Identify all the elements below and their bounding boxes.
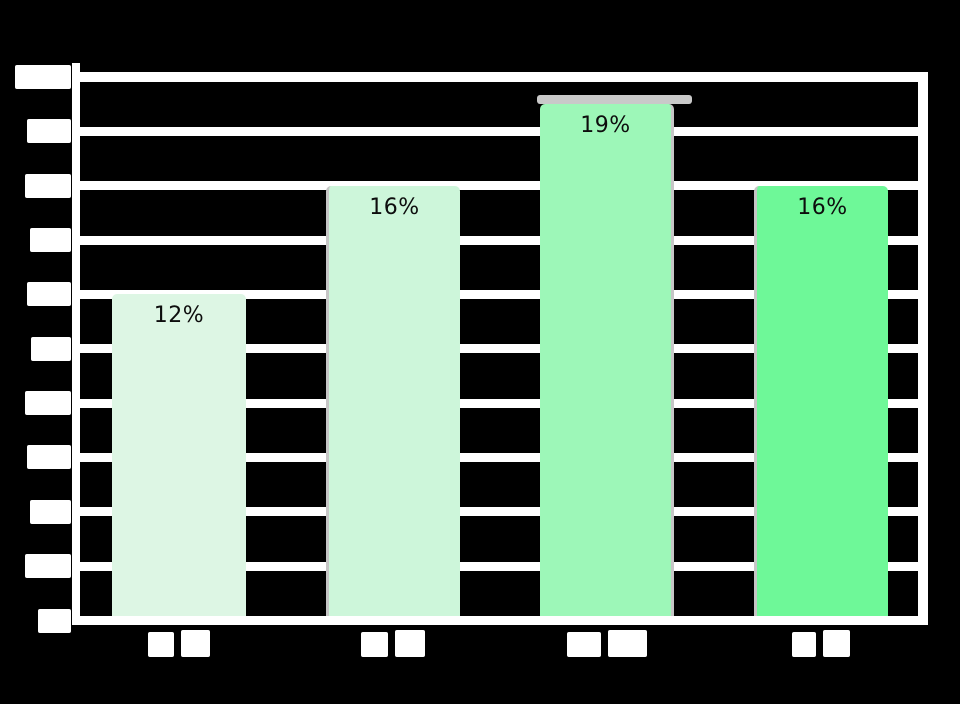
y-tick-label-redacted xyxy=(25,554,71,579)
gridline xyxy=(80,181,918,191)
gridline xyxy=(80,561,918,571)
x-tick-label-redacted xyxy=(181,630,210,657)
gridline xyxy=(80,289,918,299)
y-axis-line xyxy=(72,63,80,625)
x-tick-label-redacted xyxy=(567,632,601,657)
bar: 16% xyxy=(326,185,460,621)
y-tick-label-redacted xyxy=(27,282,71,307)
x-tick-label-redacted xyxy=(608,630,647,657)
gridline xyxy=(80,398,918,408)
y-tick-label-redacted xyxy=(27,119,71,144)
x-tick-label-redacted xyxy=(361,632,388,657)
x-tick-label-redacted xyxy=(792,632,816,657)
y-tick-label-redacted xyxy=(31,336,71,361)
right-spine xyxy=(918,72,928,625)
y-tick-label-redacted xyxy=(25,173,71,198)
x-tick-label-redacted xyxy=(823,630,850,657)
gridline xyxy=(80,344,918,354)
y-tick-label-redacted xyxy=(38,608,71,633)
gridline xyxy=(80,126,918,136)
bar-value-label: 16% xyxy=(369,194,420,220)
bar-value-label: 19% xyxy=(580,113,631,139)
bar-gray-cap xyxy=(537,95,692,105)
x-axis-line xyxy=(72,616,928,625)
bar: 16% xyxy=(754,185,888,621)
x-tick-label-redacted xyxy=(395,630,425,657)
y-tick-label-redacted xyxy=(25,391,71,416)
y-tick-label-redacted xyxy=(27,445,71,470)
bar-value-label: 16% xyxy=(797,194,848,220)
gridline xyxy=(80,507,918,517)
bar: 19% xyxy=(540,104,674,621)
gridline xyxy=(80,235,918,245)
y-tick-label-redacted xyxy=(15,65,71,89)
y-tick-label-redacted xyxy=(30,499,71,524)
top-spine xyxy=(72,72,928,82)
bar-value-label: 12% xyxy=(153,303,205,329)
y-tick-label-redacted xyxy=(30,228,71,253)
x-tick-label-redacted xyxy=(148,632,174,657)
bar: 12% xyxy=(112,294,246,621)
gridline xyxy=(80,452,918,462)
